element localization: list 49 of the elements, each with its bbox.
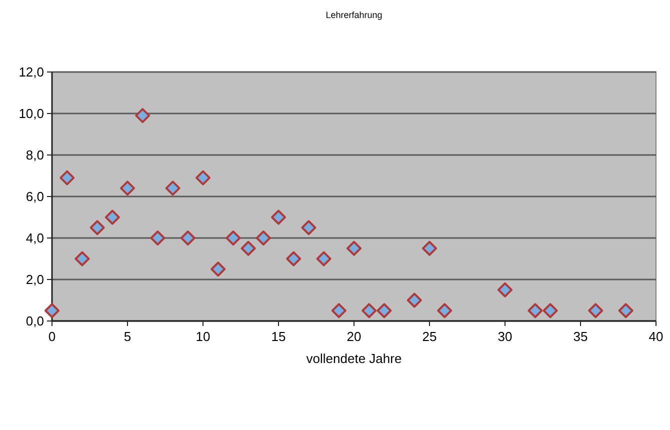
- point: [44, 303, 60, 318]
- point: [406, 292, 422, 308]
- point: [271, 210, 286, 225]
- point: [150, 230, 166, 246]
- x-tick-label: 40: [648, 329, 664, 344]
- x-tick-label: 20: [346, 329, 362, 344]
- point: [542, 303, 558, 318]
- x-tick-label: 10: [196, 329, 210, 344]
- x-tick-label: 25: [422, 329, 437, 344]
- y-tick-label: 4,0: [26, 230, 44, 246]
- point: [362, 303, 377, 318]
- point: [226, 230, 241, 246]
- chart-title: Lehrerfahrung: [326, 10, 382, 20]
- point: [196, 170, 210, 186]
- point: [135, 108, 150, 124]
- point: [180, 230, 196, 246]
- x-tick-label: 0: [48, 329, 56, 344]
- point: [286, 251, 302, 266]
- point: [301, 220, 316, 236]
- y-tick-label: 8,0: [26, 148, 44, 163]
- y-tick-label: 12,0: [18, 64, 44, 80]
- point: [528, 303, 543, 318]
- point: [498, 282, 512, 298]
- point: [316, 251, 332, 266]
- x-tick-label: 35: [573, 329, 588, 344]
- point: [210, 262, 226, 277]
- point: [74, 251, 90, 266]
- point: [240, 240, 256, 256]
- point: [331, 303, 346, 318]
- point: [60, 170, 75, 186]
- y-tick-label: 2,0: [26, 272, 44, 288]
- point: [618, 303, 634, 318]
- point: [90, 220, 105, 236]
- point: [422, 240, 437, 256]
- x-tick-label: 15: [271, 329, 286, 344]
- x-axis-title: vollendete Jahre: [306, 351, 402, 366]
- y-tick-label: 6,0: [26, 189, 44, 204]
- point: [588, 303, 604, 318]
- point: [256, 230, 271, 246]
- y-tick-label: 10,0: [18, 106, 44, 122]
- point: [346, 240, 362, 256]
- point: [437, 303, 452, 318]
- point: [165, 180, 180, 196]
- point: [376, 303, 392, 318]
- point: [104, 210, 120, 225]
- point: [120, 180, 135, 196]
- x-tick-label: 30: [498, 329, 512, 344]
- x-tick-label: 5: [124, 329, 132, 344]
- y-tick-label: 0,0: [26, 314, 44, 329]
